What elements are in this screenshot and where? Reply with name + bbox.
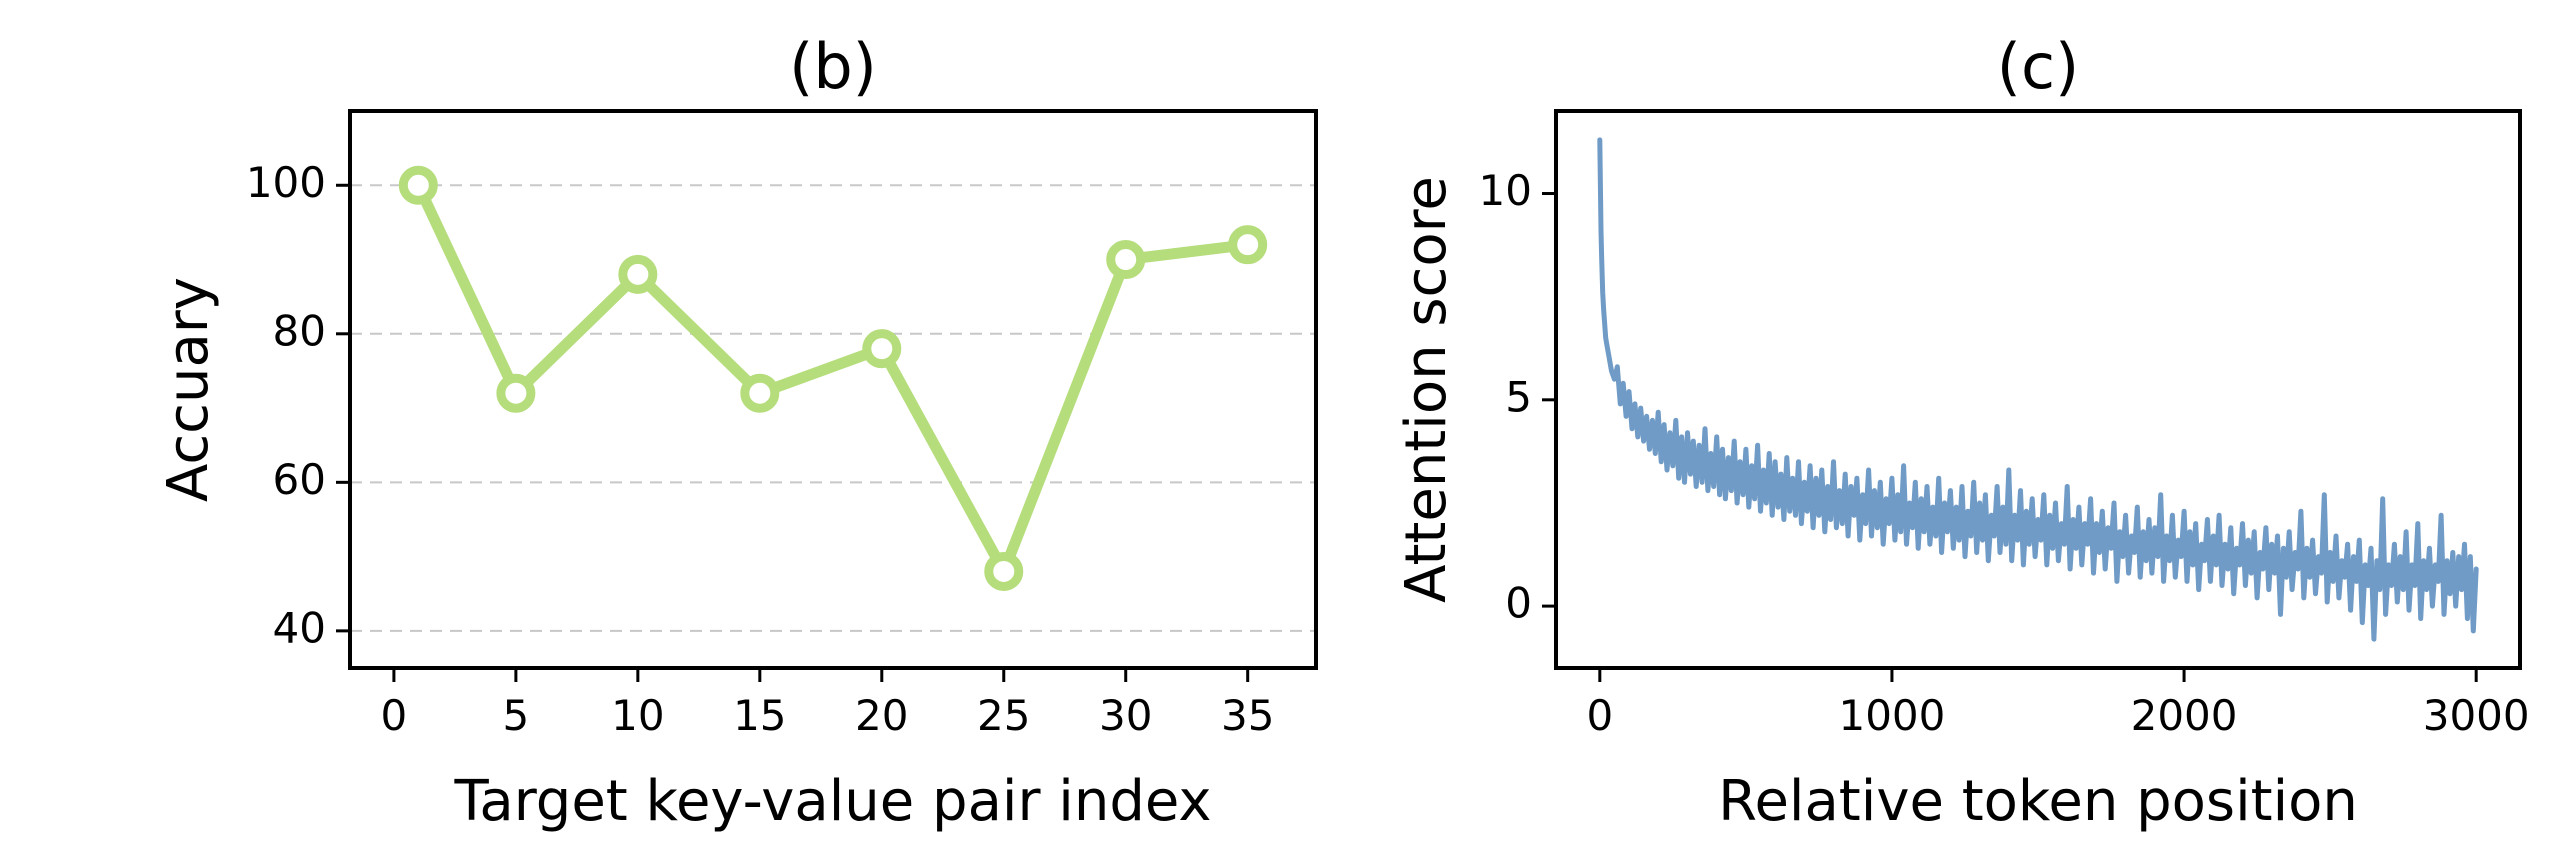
panel-b: 40 60 80 100 0 5 10 15 20 25 30 35 (b) Target key-v…: [156, 30, 1318, 834]
panel-b-point-35: [1228, 225, 1268, 265]
panel-c-x-tick-label-0: 0: [1586, 691, 1613, 740]
panel-c-y-tick-label-5: 5: [1505, 372, 1532, 421]
panel-b-x-tick-label-5: 5: [503, 691, 530, 740]
panel-b-x-tick-label-25: 25: [977, 691, 1030, 740]
panel-b-point-25: [984, 551, 1024, 591]
panel-b-point-10: [618, 254, 658, 294]
panel-c-y-tick-label-10: 10: [1479, 166, 1532, 215]
panel-b-y-tick-label-40: 40: [273, 603, 326, 652]
panel-b-ticks: 40 60 80 100 0 5 10 15 20 25 30 35: [246, 158, 1275, 740]
panel-b-frame: [348, 109, 1318, 670]
panel-c-x-tick-label-1000: 1000: [1838, 691, 1945, 740]
panel-c-x-tick-label-3000: 3000: [2423, 691, 2530, 740]
panel-b-x-tick-label-10: 10: [611, 691, 664, 740]
panel-b-y-tick-label-60: 60: [273, 455, 326, 504]
panel-c: 0 5 10 0 1000 2000 3000 (c) Relative token pos…: [1394, 30, 2529, 834]
panel-b-x-tick-label-20: 20: [855, 691, 908, 740]
panel-b-series-line: [412, 179, 1254, 577]
panel-c-x-tick-label-2000: 2000: [2131, 691, 2238, 740]
panel-b-y-axis-label: Accuary: [156, 277, 221, 502]
panel-c-series: [1597, 137, 2479, 642]
panel-b-title: (b): [789, 30, 877, 103]
panel-c-y-tick-label-0: 0: [1505, 579, 1532, 628]
panel-b-x-axis-label: Target key-value pair index: [453, 769, 1211, 834]
panel-b-point-1: [398, 165, 438, 205]
panel-b-series: [398, 165, 1268, 591]
panel-b-point-5: [496, 373, 536, 413]
panel-b-point-15: [740, 373, 780, 413]
panel-b-x-tick-label-30: 30: [1099, 691, 1152, 740]
panel-c-x-axis-label: Relative token position: [1718, 769, 2358, 834]
panel-b-point-30: [1106, 240, 1146, 280]
panel-c-series-line: [1597, 137, 2479, 642]
panel-c-ticks: 0 5 10 0 1000 2000 3000: [1479, 166, 2530, 740]
panel-b-y-tick-label-80: 80: [273, 306, 326, 355]
panel-b-x-tick-label-35: 35: [1221, 691, 1274, 740]
panel-c-y-axis-label: Attention score: [1394, 176, 1459, 603]
panel-c-title: (c): [1997, 30, 2079, 103]
panel-b-x-tick-label-15: 15: [733, 691, 786, 740]
panel-b-gridlines: [350, 184, 1316, 632]
panel-b-x-tick-label-0: 0: [381, 691, 408, 740]
panel-c-frame: [1554, 109, 2522, 670]
panel-b-y-tick-label-100: 100: [246, 158, 326, 207]
panel-b-point-20: [862, 329, 902, 369]
